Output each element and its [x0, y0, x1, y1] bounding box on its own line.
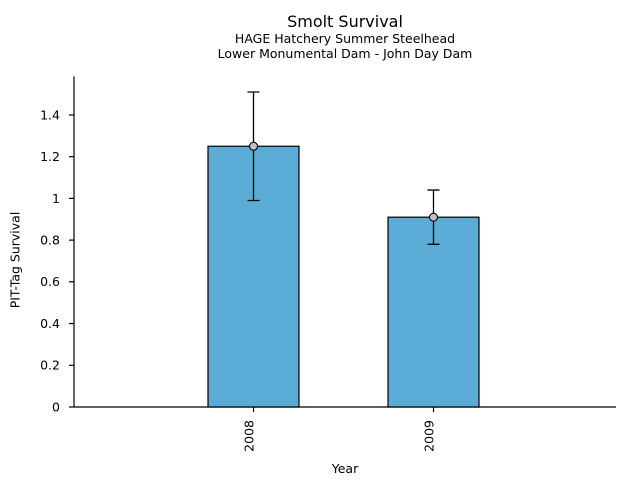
y-axis-tick-label: 0.8: [40, 232, 60, 247]
x-axis-tick-label: 2008: [242, 420, 257, 452]
chart-subtitle-line2: Lower Monumental Dam - John Day Dam: [217, 46, 473, 61]
chart-header: Smolt Survival HAGE Hatchery Summer Stee…: [74, 12, 616, 61]
bar-2009: [387, 216, 480, 408]
y-axis-tick-label: 0.4: [40, 316, 60, 331]
point-marker-2009: [428, 212, 439, 222]
y-axis-tick-label: 0: [52, 399, 60, 414]
y-axis-tick-label: 0.2: [40, 358, 60, 373]
x-axis-tick-label: 2009: [422, 420, 437, 452]
y-axis-tick-label: 1.2: [40, 149, 60, 164]
chart-subtitle-line1: HAGE Hatchery Summer Steelhead: [234, 31, 456, 46]
y-axis-tick-label: 1: [52, 191, 60, 206]
y-axis-tick-label: 0.6: [40, 274, 60, 289]
point-marker-2008: [248, 141, 259, 151]
y-axis-tick-label: 1.4: [40, 107, 60, 122]
y-axis-title: PIT-Tag Survival: [7, 211, 23, 309]
x-axis-title: Year: [331, 461, 359, 476]
chart-title: Smolt Survival: [287, 12, 403, 31]
